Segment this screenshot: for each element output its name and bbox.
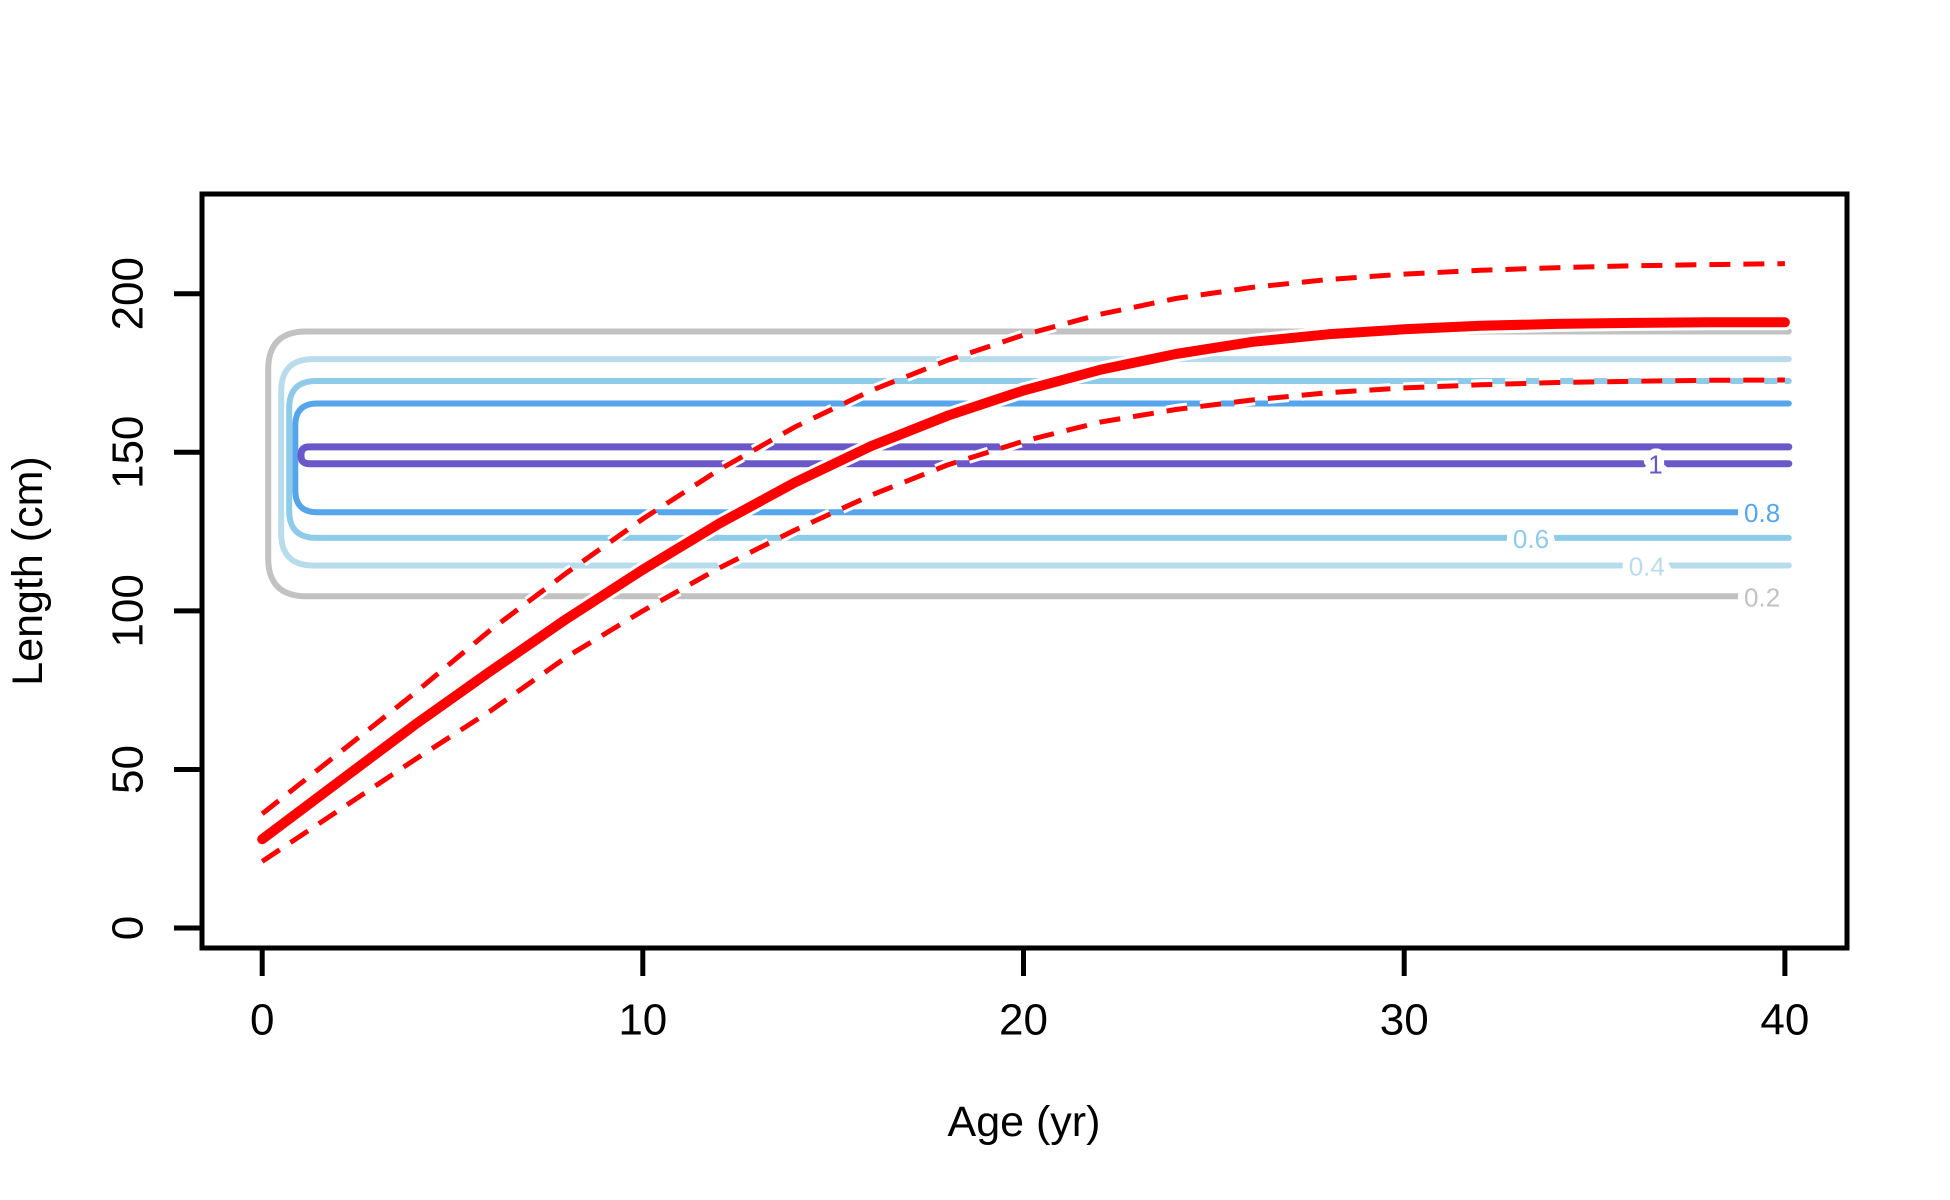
contour-line-0.6 <box>286 378 1792 541</box>
mean-length-curve <box>257 317 1790 845</box>
contour-lines <box>265 328 1793 600</box>
contour-line-1 <box>297 443 1793 468</box>
y-tick-label: 200 <box>104 257 153 330</box>
plot-box <box>199 191 1850 951</box>
upper-dashed-curve <box>260 261 1785 816</box>
lower-dashed-curve-halo <box>259 374 1785 866</box>
contour-label-0.6: 0.6 <box>1513 524 1549 554</box>
x-tick-label: 0 <box>250 996 274 1045</box>
contour-line-0.2 <box>265 328 1792 600</box>
contour-label-1: 1 <box>1648 450 1662 480</box>
lower-dashed-curve <box>260 377 1785 864</box>
growth-curves <box>254 258 1793 866</box>
x-axis-title: Age (yr) <box>948 1098 1101 1146</box>
contour-label-0.8: 0.8 <box>1744 498 1780 528</box>
x-tick-label: 10 <box>618 996 667 1045</box>
y-tick-label: 100 <box>104 574 153 647</box>
x-tick-label: 30 <box>1380 996 1429 1045</box>
x-tick-label: 20 <box>999 996 1048 1045</box>
contour-line-0.4 <box>278 356 1792 569</box>
x-tick-label: 40 <box>1760 996 1809 1045</box>
contour-label-0.4: 0.4 <box>1629 552 1665 582</box>
contour-labels: 0.2 0.4 0.6 0.8 1 <box>1506 443 1787 620</box>
y-tick-label: 0 <box>104 916 153 940</box>
y-axis-title: Length (cm) <box>4 456 52 685</box>
contour-line-0.8 <box>292 400 1792 516</box>
axes: 0 10 20 30 40 0 50 100 150 200 <box>104 191 1850 1045</box>
mean-length-curve-halo <box>254 314 1793 848</box>
contour-label-0.2: 0.2 <box>1744 582 1780 612</box>
y-tick-label: 50 <box>104 745 153 794</box>
y-tick-label: 150 <box>104 416 153 489</box>
